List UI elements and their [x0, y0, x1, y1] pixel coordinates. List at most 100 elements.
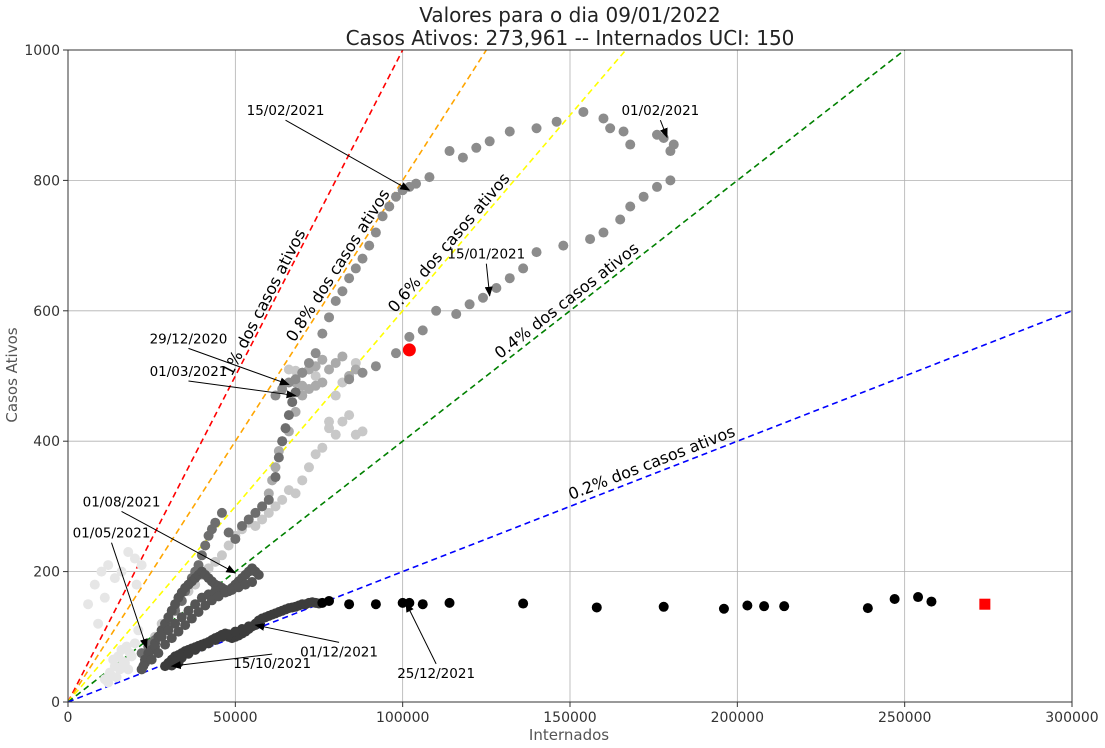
data-point-s4-22	[280, 423, 291, 434]
x-tick-label-1: 50000	[213, 710, 258, 726]
data-point-s3-41	[638, 191, 649, 202]
data-point-s3-24	[457, 152, 468, 163]
data-point-s7-10	[658, 601, 669, 612]
ref-line-1	[68, 50, 488, 702]
ref-line-label-1: 0.8% dos casos ativos	[282, 186, 394, 346]
data-point-s5-50	[153, 648, 164, 659]
data-point-s2-21	[317, 354, 328, 365]
data-point-s1-37	[310, 371, 321, 381]
data-point-s3-1	[277, 384, 288, 395]
data-point-s7-7	[444, 597, 455, 608]
data-point-s1-17	[263, 507, 274, 518]
data-point-s0-14	[118, 656, 129, 667]
data-point-s4-17	[257, 501, 268, 512]
annotation-arrow-1	[659, 120, 668, 139]
data-point-s0-17	[121, 641, 132, 652]
data-point-s0-13	[111, 672, 122, 683]
x-tick-label-3: 150000	[543, 710, 596, 726]
data-point-s1-11	[223, 540, 234, 551]
y-tick-label-3: 600	[33, 304, 60, 320]
data-point-s4-7	[200, 540, 211, 551]
data-point-s3-15	[370, 227, 381, 238]
x-tick-label-5: 250000	[878, 710, 931, 726]
data-point-s3-21	[411, 178, 422, 189]
data-point-s2-14	[330, 357, 341, 368]
annotation-arrow-6	[111, 542, 148, 649]
data-point-s3-38	[668, 139, 679, 150]
data-point-s2-13	[324, 364, 335, 375]
data-point-s5-54	[180, 620, 191, 631]
data-point-s3-53	[451, 309, 462, 320]
data-point-s3-58	[370, 361, 381, 372]
data-point-s3-18	[390, 191, 401, 202]
data-point-s0-6	[99, 674, 110, 685]
data-point-s3-31	[598, 113, 609, 124]
data-point-s3-50	[491, 282, 502, 293]
data-point-s3-44	[598, 227, 609, 238]
data-point-s0-21	[129, 553, 140, 564]
data-point-s3-46	[558, 240, 569, 251]
data-point-s4-20	[273, 452, 284, 463]
y-tick-label-1: 200	[33, 565, 60, 581]
data-point-s2-15	[337, 351, 348, 362]
data-point-s6-62	[173, 657, 184, 668]
reference-lines	[68, 50, 1072, 702]
data-point-s7-16	[889, 593, 900, 604]
data-point-s3-36	[658, 133, 669, 144]
data-point-s1-18	[270, 501, 281, 512]
annotation-label-0: 15/02/2021	[247, 103, 325, 119]
y-axis-label: Casos Ativos	[3, 327, 21, 422]
data-point-s0-9	[108, 654, 119, 665]
data-point-s1-33	[330, 390, 341, 401]
data-point-s3-56	[404, 331, 415, 342]
data-point-s7-14	[779, 601, 790, 612]
x-tick-label-6: 300000	[1045, 710, 1098, 726]
data-point-s1-10	[216, 550, 227, 561]
annotation-arrow-3	[188, 347, 290, 386]
data-point-s5-48	[138, 661, 149, 672]
data-point-s3-7	[317, 328, 328, 339]
data-point-s3-47	[531, 247, 542, 258]
data-point-s4-16	[250, 507, 261, 518]
data-point-s2-2	[270, 462, 281, 473]
chart-title: Valores para o dia 09/01/2022	[419, 3, 721, 27]
annotation-label-2: 15/01/2021	[447, 247, 525, 263]
ref-line-label-4: 0.2% dos casos ativos	[566, 422, 738, 504]
data-point-s4-23	[283, 410, 294, 421]
data-point-s5-55	[186, 613, 197, 624]
data-point-s1-24	[310, 449, 321, 460]
data-point-s3-5	[303, 357, 314, 368]
data-point-s4-11	[216, 507, 227, 518]
x-tick-label-2: 100000	[376, 710, 429, 726]
data-point-s3-59	[357, 367, 368, 378]
data-point-s7-6	[417, 599, 428, 610]
data-point-s3-11	[344, 273, 355, 284]
x-tick-label-4: 200000	[711, 710, 764, 726]
data-point-s5-42	[170, 618, 181, 629]
data-point-s0-19	[96, 566, 107, 577]
data-point-s3-57	[390, 348, 401, 359]
data-point-s5-44	[156, 631, 167, 642]
data-point-s3-17	[384, 201, 395, 212]
data-point-s1-19	[277, 494, 288, 505]
data-point-s5-37	[190, 599, 201, 610]
y-tick-label-4: 800	[33, 173, 60, 189]
data-point-s3-13	[357, 253, 368, 264]
data-point-s3-12	[350, 263, 361, 274]
data-point-s7-5	[404, 597, 415, 608]
data-point-s4-19	[270, 472, 281, 483]
data-point-s0-10	[129, 638, 140, 649]
data-point-s4-10	[210, 517, 221, 528]
data-point-s1-32	[324, 416, 335, 427]
y-tick-label-2: 400	[33, 434, 60, 450]
data-point-s3-39	[665, 175, 676, 186]
data-point-s3-48	[518, 263, 529, 274]
data-point-s5-53	[173, 626, 184, 637]
annotation-label-9: 25/12/2021	[397, 666, 475, 682]
ref-line-3	[68, 50, 906, 702]
data-point-s3-33	[618, 126, 629, 137]
ref-line-label-0: 1% dos casos ativos	[218, 226, 309, 379]
annotation-arrow-4	[188, 380, 297, 399]
data-point-s0-22	[83, 599, 94, 610]
data-point-s4-14	[237, 520, 248, 531]
